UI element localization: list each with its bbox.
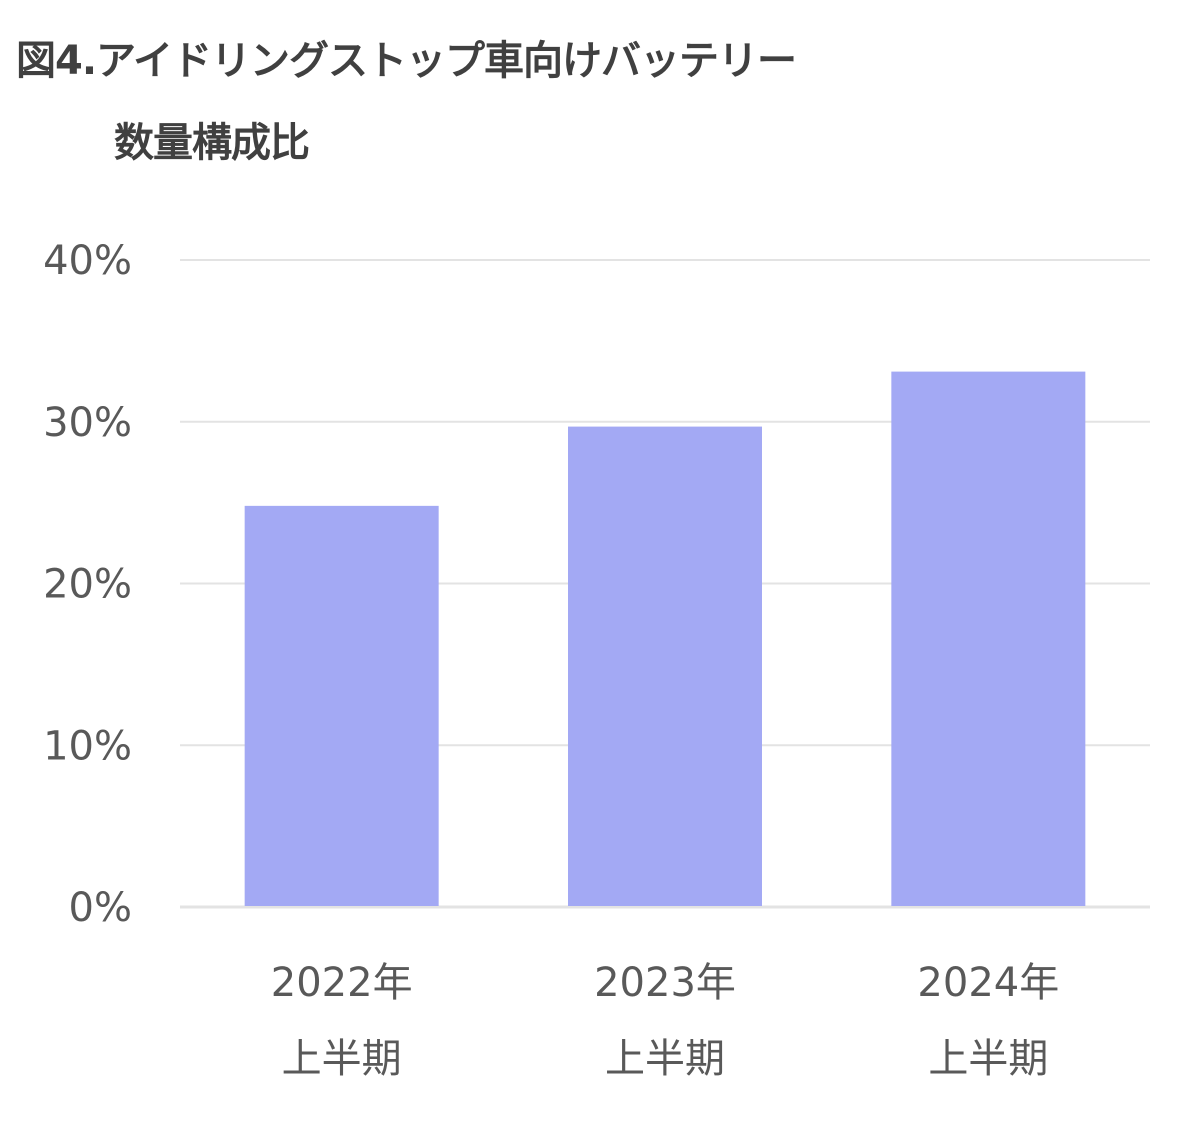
y-tick-label: 0% bbox=[69, 885, 132, 931]
y-tick-label: 20% bbox=[43, 562, 132, 608]
y-tick-label: 10% bbox=[43, 723, 132, 769]
y-tick-label: 40% bbox=[43, 238, 132, 284]
chart-title-line-2: 数量構成比 bbox=[114, 120, 310, 166]
bars bbox=[244, 371, 1086, 906]
x-tick-label: 上半期 bbox=[605, 1036, 725, 1082]
chart-title-line-1: 図4.アイドリングストップ車向けバッテリー bbox=[16, 38, 797, 84]
y-axis-ticks: 0% 10% 20% 30% 40% bbox=[43, 238, 132, 931]
bar-1 bbox=[244, 505, 439, 906]
x-tick-label: 2023年 bbox=[594, 960, 736, 1006]
x-tick-label: 上半期 bbox=[928, 1036, 1048, 1082]
x-tick-label: 上半期 bbox=[282, 1036, 402, 1082]
bar-2 bbox=[568, 426, 762, 906]
x-tick-label: 2022年 bbox=[271, 960, 413, 1006]
x-tick-label: 2024年 bbox=[917, 960, 1059, 1006]
y-tick-label: 30% bbox=[43, 400, 132, 446]
bar-3 bbox=[891, 371, 1086, 906]
